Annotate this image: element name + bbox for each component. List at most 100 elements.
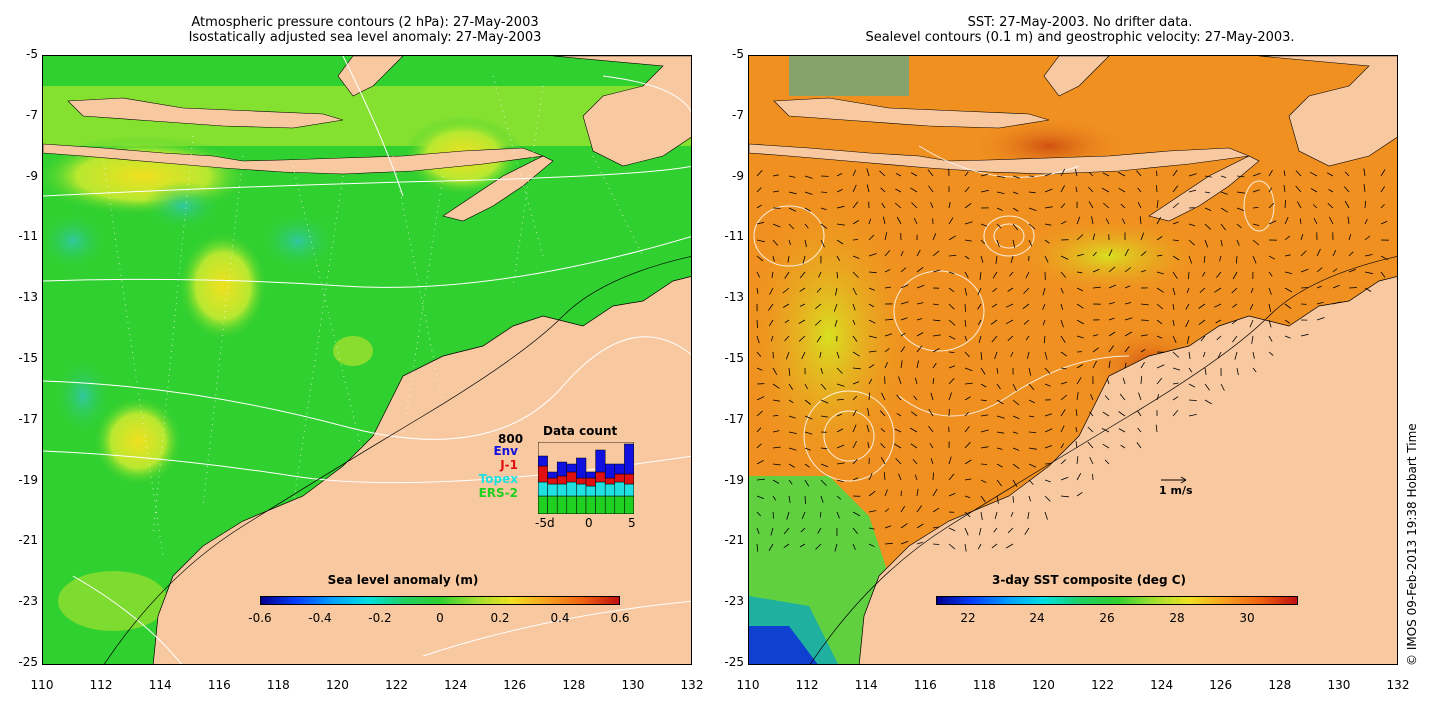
velocity-arrow — [1343, 186, 1350, 193]
velocity-arrow — [802, 255, 806, 264]
velocity-arrow — [1156, 185, 1158, 193]
velocity-arrow — [1252, 255, 1257, 264]
velocity-arrow — [884, 542, 893, 545]
velocity-arrow — [852, 395, 858, 401]
velocity-arrow — [852, 335, 858, 342]
velocity-arrow — [948, 456, 952, 465]
velocity-arrow — [756, 443, 762, 449]
velocity-arrow — [756, 351, 762, 357]
velocity-arrow — [980, 255, 984, 263]
velocity-arrow — [816, 287, 822, 293]
velocity-arrow — [948, 527, 956, 532]
velocity-arrow — [868, 319, 876, 324]
velocity-arrow — [820, 239, 825, 248]
velocity-arrow — [1007, 527, 1014, 534]
velocity-arrow — [788, 415, 796, 419]
velocity-arrow — [1124, 302, 1132, 305]
velocity-arrow — [804, 207, 811, 212]
velocity-arrow — [782, 287, 790, 294]
velocity-arrow — [1118, 187, 1126, 193]
velocity-arrow — [784, 319, 790, 324]
velocity-arrow — [868, 543, 875, 548]
velocity-arrow — [784, 271, 790, 279]
velocity-arrow — [788, 207, 797, 212]
velocity-arrow — [768, 319, 774, 327]
velocity-arrow — [1214, 287, 1222, 293]
velocity-arrow — [928, 425, 934, 433]
right-x-tick: 130 — [1327, 678, 1351, 692]
velocity-arrow — [798, 335, 806, 342]
velocity-arrow — [804, 223, 809, 229]
velocity-arrow — [964, 543, 967, 552]
velocity-arrow — [929, 442, 934, 449]
velocity-arrow — [1327, 203, 1334, 209]
velocity-arrow — [964, 171, 969, 177]
velocity-arrow — [1396, 240, 1397, 241]
velocity-arrow — [756, 543, 759, 552]
velocity-arrow — [1156, 364, 1165, 369]
velocity-arrow — [804, 495, 806, 505]
velocity-arrow — [1042, 303, 1046, 310]
velocity-arrow — [1137, 427, 1142, 433]
sst-tick-3: 26 — [1099, 611, 1115, 625]
velocity-arrow — [1268, 335, 1273, 342]
velocity-arrow — [804, 415, 813, 420]
right-y-tick: -9 — [732, 168, 744, 183]
velocity-arrow — [1139, 216, 1142, 225]
velocity-arrow — [1300, 333, 1309, 337]
velocity-arrow — [868, 234, 875, 241]
velocity-arrow — [980, 223, 988, 227]
velocity-arrow — [1010, 511, 1014, 517]
velocity-arrow — [980, 511, 983, 520]
velocity-arrow — [964, 287, 968, 296]
velocity-arrow — [1295, 185, 1302, 193]
velocity-arrow — [1231, 287, 1238, 294]
velocity-arrow — [868, 303, 875, 308]
velocity-arrow — [1363, 168, 1366, 177]
velocity-arrow — [756, 255, 764, 262]
data-count-tick-3: 5 — [628, 516, 636, 530]
velocity-arrow — [1044, 428, 1053, 433]
velocity-arrow — [1220, 239, 1223, 247]
velocity-arrow — [836, 479, 844, 483]
velocity-arrow — [948, 351, 955, 353]
velocity-arrow — [964, 367, 973, 372]
velocity-arrow — [964, 202, 972, 209]
velocity-arrow — [916, 345, 923, 353]
velocity-arrow — [852, 351, 860, 357]
velocity-arrow — [1101, 187, 1110, 193]
velocity-arrow — [804, 463, 810, 468]
left-x-tick: 126 — [503, 678, 527, 692]
velocity-arrow — [884, 250, 891, 257]
velocity-arrow — [788, 367, 791, 376]
histogram-bar — [566, 463, 577, 473]
velocity-arrow — [932, 334, 941, 337]
velocity-arrow — [1172, 185, 1179, 193]
velocity-arrow — [896, 216, 902, 225]
velocity-arrow — [1005, 319, 1014, 325]
velocity-arrow — [788, 175, 796, 178]
velocity-arrow — [1156, 271, 1164, 275]
right-y-tick: -21 — [724, 533, 744, 548]
velocity-arrow — [916, 302, 924, 305]
velocity-arrow — [820, 207, 827, 211]
histogram-bar — [576, 457, 587, 479]
velocity-arrow — [1060, 335, 1066, 343]
velocity-arrow — [1012, 479, 1018, 487]
velocity-arrow — [1060, 443, 1065, 449]
velocity-arrow — [964, 459, 972, 465]
velocity-arrow — [1316, 248, 1321, 257]
velocity-arrow — [884, 525, 892, 529]
velocity-arrow — [1124, 285, 1131, 289]
velocity-arrow — [1028, 463, 1037, 468]
velocity-arrow — [868, 271, 877, 274]
velocity-arrow — [788, 431, 797, 434]
velocity-arrow — [1060, 394, 1068, 401]
velocity-arrow — [1332, 301, 1341, 305]
velocity-arrow — [1060, 255, 1069, 260]
velocity-arrow — [996, 223, 1002, 229]
histogram-bar — [624, 473, 634, 485]
velocity-arrow — [799, 543, 806, 548]
velocity-arrow — [994, 511, 998, 519]
velocity-arrow — [788, 463, 795, 468]
